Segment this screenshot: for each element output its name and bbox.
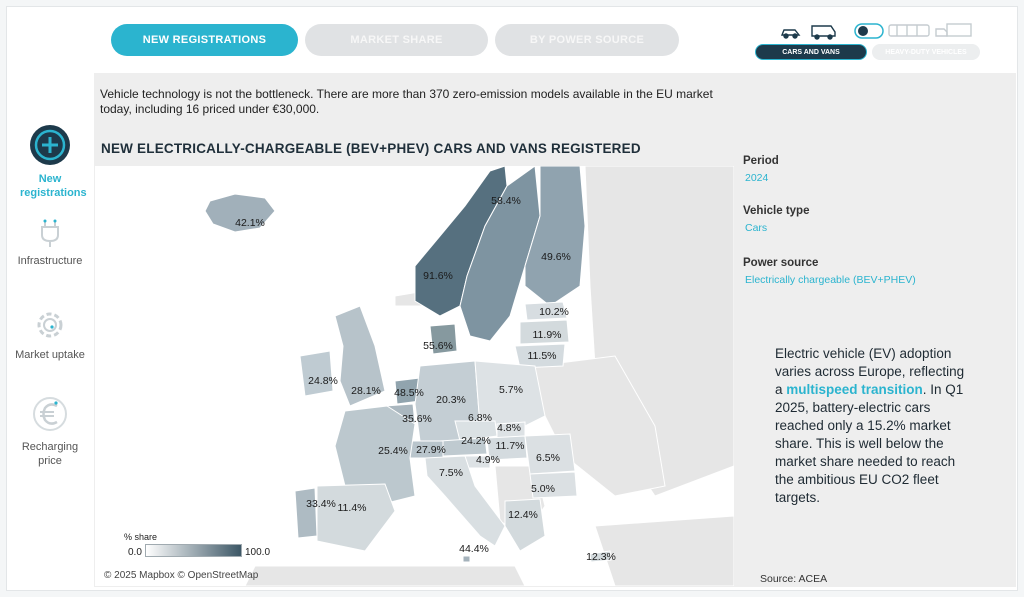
europe-map[interactable]: 42.1% 91.6% 58.4% 49.6% 10.2% 11.9% 11.5… <box>95 166 734 586</box>
toggle-switch[interactable] <box>854 23 884 39</box>
sidebar-item-new-registrations[interactable]: New registrations <box>10 124 90 200</box>
map-value-label: 6.8% <box>468 412 492 424</box>
gear-icon <box>37 312 63 338</box>
filter-power-source-value[interactable]: Electrically chargeable (BEV+PHEV) <box>745 274 916 286</box>
map-value-label: 11.4% <box>337 502 367 514</box>
tab-by-power-source[interactable]: BY POWER SOURCE <box>495 24 679 56</box>
map-value-label: 58.4% <box>491 195 521 207</box>
sidebar-item-recharging-price[interactable]: Recharging price <box>10 394 90 468</box>
country-france <box>334 405 416 507</box>
map-value-label: 33.4% <box>306 498 336 510</box>
heavy-duty-toggle[interactable]: HEAVY-DUTY VEHICLES <box>872 44 980 60</box>
country-estonia <box>524 301 568 321</box>
tab-market-share[interactable]: MARKET SHARE <box>305 24 488 56</box>
map-value-label: 25.4% <box>378 445 408 457</box>
map-value-label: 27.9% <box>416 444 446 456</box>
map-value-label: 5.0% <box>531 483 555 495</box>
legend-max: 100.0 <box>245 547 271 558</box>
country-italy <box>424 455 506 547</box>
callout-text: Electric vehicle (EV) adoption varies ac… <box>775 345 975 507</box>
map-value-label: 6.5% <box>536 452 560 464</box>
map-value-label: 12.3% <box>586 551 616 563</box>
map-value-label: 11.5% <box>527 350 557 362</box>
country-greece <box>504 498 546 552</box>
car-icon <box>780 29 801 39</box>
map-value-label: 24.8% <box>308 375 338 387</box>
plus-circle-icon <box>30 125 70 165</box>
map-value-label: 91.6% <box>423 270 453 282</box>
country-denmark <box>429 323 458 355</box>
bus-icon <box>888 24 930 37</box>
map-value-label: 44.4% <box>459 543 489 555</box>
sidebar-item-label: Recharging price <box>21 441 79 467</box>
map-value-label: 20.3% <box>436 394 466 406</box>
country-hungary <box>486 435 528 461</box>
country-portugal <box>294 487 318 539</box>
legend-color-bar <box>145 544 242 557</box>
map-value-label: 4.8% <box>497 422 521 434</box>
cars-and-vans-toggle[interactable]: CARS AND VANS <box>755 44 867 60</box>
country-poland <box>474 360 546 432</box>
map-canvas <box>204 166 734 586</box>
truck-icon <box>935 23 972 37</box>
map-value-label: 4.9% <box>476 454 500 466</box>
country-malta <box>462 555 471 563</box>
map-value-label: 11.9% <box>532 329 562 341</box>
filter-power-source-label: Power source <box>743 257 819 269</box>
map-value-label: 48.5% <box>394 387 424 399</box>
intro-text: Vehicle technology is not the bottleneck… <box>100 87 713 116</box>
sidebar-item-label: New registrations <box>20 173 87 199</box>
sidebar-item-label: Market uptake <box>15 349 85 361</box>
filter-vehicle-type-label: Vehicle type <box>743 205 810 217</box>
sidebar-item-infrastructure[interactable]: Infrastructure <box>10 217 90 267</box>
country-lithuania <box>514 343 566 369</box>
map-value-label: 11.7% <box>495 440 525 452</box>
country-iceland <box>204 193 276 233</box>
map-value-label: 28.1% <box>351 385 381 397</box>
country-bulgaria <box>529 471 578 499</box>
map-value-label: 49.6% <box>541 251 571 263</box>
map-attribution[interactable]: © 2025 Mapbox © OpenStreetMap <box>104 570 259 581</box>
filter-vehicle-type-value[interactable]: Cars <box>745 222 768 234</box>
country-spain <box>316 483 396 552</box>
map-value-label: 42.1% <box>235 217 265 229</box>
map-value-label: 24.2% <box>461 435 491 447</box>
country-uk <box>334 305 386 407</box>
tab-new-registrations[interactable]: NEW REGISTRATIONS <box>111 24 298 56</box>
legend-min: 0.0 <box>128 547 142 558</box>
legend-title: % share <box>124 532 158 542</box>
map-value-label: 7.5% <box>439 467 463 479</box>
map-title: NEW ELECTRICALLY-CHARGEABLE (BEV+PHEV) C… <box>101 141 641 156</box>
filter-period-label: Period <box>743 155 779 167</box>
callout-before: Electric vehicle (EV) adoption varies ac… <box>775 346 965 397</box>
sidebar-item-market-uptake[interactable]: Market uptake <box>10 307 90 361</box>
sidebar-item-label: Infrastructure <box>17 255 83 267</box>
plug-icon <box>41 219 59 247</box>
filter-period-value[interactable]: 2024 <box>745 172 769 184</box>
country-ireland <box>299 350 334 397</box>
region-africa <box>244 565 526 586</box>
country-latvia <box>519 319 570 345</box>
vehicle-type-icons <box>780 23 972 40</box>
country-cyprus <box>589 550 612 563</box>
map-value-label: 55.6% <box>423 340 453 352</box>
map-value-label: 10.2% <box>539 306 569 318</box>
van-icon <box>811 25 836 40</box>
callout-after: . In Q1 2025, battery-electric cars reac… <box>775 382 964 505</box>
map-value-label: 35.6% <box>402 413 432 425</box>
source-note: Source: ACEA <box>760 573 828 585</box>
map-value-label: 5.7% <box>499 384 523 396</box>
region-turkey <box>594 515 734 586</box>
euro-icon <box>33 397 67 431</box>
callout-highlight-link[interactable]: multispeed transition <box>786 382 923 397</box>
country-romania <box>524 433 576 475</box>
map-value-label: 12.4% <box>508 509 538 521</box>
